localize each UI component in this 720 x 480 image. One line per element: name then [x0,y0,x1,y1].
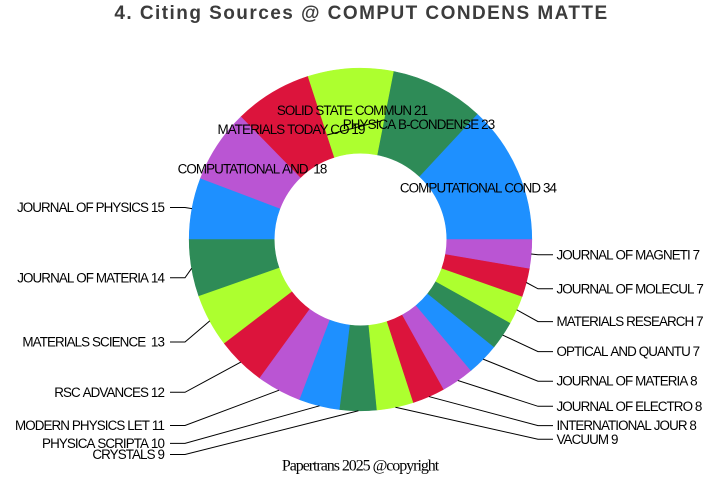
svg-text:SOLID STATE COMMUN 21: SOLID STATE COMMUN 21 [277,103,428,118]
svg-text:COMPUTATIONAL AND 18: COMPUTATIONAL AND 18 [178,161,327,176]
svg-text:JOURNAL OF MATERIA 8: JOURNAL OF MATERIA 8 [557,374,698,389]
svg-text:PHYSICA SCRIPTA 10: PHYSICA SCRIPTA 10 [42,436,164,451]
svg-text:JOURNAL OF ELECTRO 8: JOURNAL OF ELECTRO 8 [557,399,702,414]
svg-text:COMPUTATIONAL COND 34: COMPUTATIONAL COND 34 [400,181,558,196]
svg-text:4. Citing Sources @ COMPUT CON: 4. Citing Sources @ COMPUT CONDENS MATTE [114,3,608,24]
svg-text:MATERIALS RESEARCH 7: MATERIALS RESEARCH 7 [557,314,704,329]
svg-text:MATERIALS SCIENCE 13: MATERIALS SCIENCE 13 [22,335,164,350]
svg-text:MATERIALS TODAY CO 19: MATERIALS TODAY CO 19 [217,122,364,137]
svg-text:OPTICAL AND QUANTU 7: OPTICAL AND QUANTU 7 [557,344,700,359]
svg-text:INTERNATIONAL JOUR 8: INTERNATIONAL JOUR 8 [557,418,697,433]
svg-text:CRYSTALS 9: CRYSTALS 9 [92,447,164,462]
svg-text:JOURNAL OF MATERIA 14: JOURNAL OF MATERIA 14 [17,270,165,285]
svg-text:JOURNAL OF PHYSICS 15: JOURNAL OF PHYSICS 15 [17,200,164,215]
svg-text:JOURNAL OF MOLECUL 7: JOURNAL OF MOLECUL 7 [557,281,704,296]
svg-text:Papertrans 2025 @copyright: Papertrans 2025 @copyright [282,458,440,475]
svg-text:PHYSICA B-CONDENSE 23: PHYSICA B-CONDENSE 23 [343,117,495,132]
svg-text:MODERN PHYSICS LET 11: MODERN PHYSICS LET 11 [15,418,164,433]
svg-text:RSC ADVANCES 12: RSC ADVANCES 12 [54,385,164,400]
svg-text:VACUUM 9: VACUUM 9 [557,432,618,447]
svg-text:JOURNAL OF MAGNETI 7: JOURNAL OF MAGNETI 7 [557,247,700,262]
